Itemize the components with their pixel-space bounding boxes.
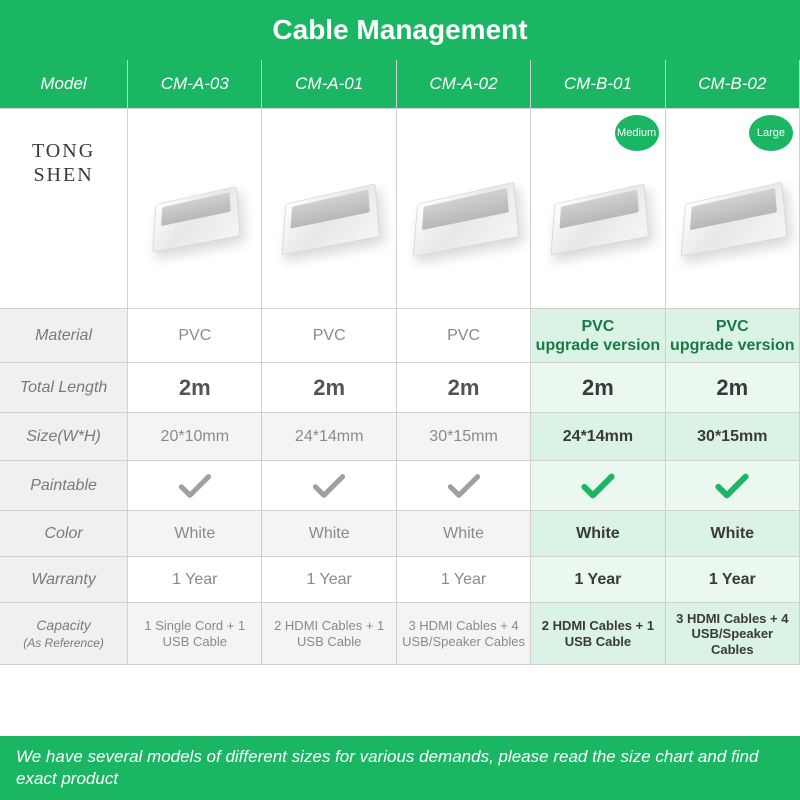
- size-1: 24*14mm: [262, 413, 396, 460]
- brand-line-1: TONG: [32, 139, 95, 163]
- length-2: 2m: [397, 363, 531, 412]
- header-col-1: CM-A-01: [262, 60, 396, 108]
- paintable-0: [128, 461, 262, 510]
- label-color: Color: [0, 511, 128, 556]
- header-row: Model CM-A-03 CM-A-01 CM-A-02 CM-B-01 CM…: [0, 60, 800, 109]
- length-4: 2m: [666, 363, 800, 412]
- label-length: Total Length: [0, 363, 128, 412]
- capacity-0: 1 Single Cord + 1 USB Cable: [128, 603, 262, 664]
- material-3: PVC upgrade version: [531, 309, 665, 362]
- color-4: White: [666, 511, 800, 556]
- header-col-0: CM-A-03: [128, 60, 262, 108]
- capacity-1: 2 HDMI Cables + 1 USB Cable: [262, 603, 396, 664]
- warranty-3: 1 Year: [531, 557, 665, 602]
- row-color: Color White White White White White: [0, 511, 800, 557]
- row-material: Material PVC PVC PVC PVC upgrade version…: [0, 309, 800, 363]
- warranty-0: 1 Year: [128, 557, 262, 602]
- header-col-4: CM-B-02: [666, 60, 800, 108]
- check-icon: [447, 472, 481, 500]
- color-1: White: [262, 511, 396, 556]
- comparison-infographic: Cable Management Model CM-A-03 CM-A-01 C…: [0, 0, 800, 800]
- product-image-2: [397, 109, 531, 308]
- page-title: Cable Management: [0, 0, 800, 60]
- check-icon: [581, 472, 615, 500]
- warranty-2: 1 Year: [397, 557, 531, 602]
- brand-line-2: SHEN: [33, 163, 93, 187]
- size-4: 30*15mm: [666, 413, 800, 460]
- capacity-2: 3 HDMI Cables + 4 USB/Speaker Cables: [397, 603, 531, 664]
- length-1: 2m: [262, 363, 396, 412]
- label-paintable: Paintable: [0, 461, 128, 510]
- cable-channel-icon: [681, 182, 788, 257]
- cable-channel-icon: [282, 183, 381, 255]
- warranty-4: 1 Year: [666, 557, 800, 602]
- material-2: PVC: [397, 309, 531, 362]
- size-badge-large: Large: [749, 115, 793, 151]
- product-image-4: Large: [666, 109, 800, 308]
- paintable-2: [397, 461, 531, 510]
- capacity-4: 3 HDMI Cables + 4 USB/Speaker Cables: [666, 603, 800, 664]
- product-image-1: [262, 109, 396, 308]
- footer-note: We have several models of different size…: [0, 736, 800, 800]
- label-capacity-l2: (As Reference): [23, 636, 104, 650]
- row-warranty: Warranty 1 Year 1 Year 1 Year 1 Year 1 Y…: [0, 557, 800, 603]
- check-icon: [178, 472, 212, 500]
- product-image-row: TONG SHEN Medium Large: [0, 109, 800, 309]
- material-0: PVC: [128, 309, 262, 362]
- row-length: Total Length 2m 2m 2m 2m 2m: [0, 363, 800, 413]
- row-paintable: Paintable: [0, 461, 800, 511]
- product-image-0: [128, 109, 262, 308]
- cable-channel-icon: [550, 183, 649, 255]
- length-0: 2m: [128, 363, 262, 412]
- capacity-3: 2 HDMI Cables + 1 USB Cable: [531, 603, 665, 664]
- length-3: 2m: [531, 363, 665, 412]
- header-model-label: Model: [0, 60, 128, 108]
- material-4: PVC upgrade version: [666, 309, 800, 362]
- cable-channel-icon: [412, 182, 519, 257]
- brand-cell: TONG SHEN: [0, 109, 128, 308]
- header-col-2: CM-A-02: [397, 60, 531, 108]
- color-3: White: [531, 511, 665, 556]
- paintable-1: [262, 461, 396, 510]
- paintable-3: [531, 461, 665, 510]
- row-size: Size(W*H) 20*10mm 24*14mm 30*15mm 24*14m…: [0, 413, 800, 461]
- label-capacity: Capacity (As Reference): [0, 603, 128, 664]
- size-2: 30*15mm: [397, 413, 531, 460]
- label-capacity-l1: Capacity: [36, 617, 90, 633]
- row-capacity: Capacity (As Reference) 1 Single Cord + …: [0, 603, 800, 665]
- color-0: White: [128, 511, 262, 556]
- material-1: PVC: [262, 309, 396, 362]
- label-warranty: Warranty: [0, 557, 128, 602]
- paintable-4: [666, 461, 800, 510]
- label-material: Material: [0, 309, 128, 362]
- color-2: White: [397, 511, 531, 556]
- size-3: 24*14mm: [531, 413, 665, 460]
- check-icon: [312, 472, 346, 500]
- size-0: 20*10mm: [128, 413, 262, 460]
- size-badge-medium: Medium: [615, 115, 659, 151]
- label-size: Size(W*H): [0, 413, 128, 460]
- check-icon: [715, 472, 749, 500]
- warranty-1: 1 Year: [262, 557, 396, 602]
- comparison-table: Model CM-A-03 CM-A-01 CM-A-02 CM-B-01 CM…: [0, 60, 800, 736]
- product-image-3: Medium: [531, 109, 665, 308]
- cable-channel-icon: [152, 186, 240, 253]
- header-col-3: CM-B-01: [531, 60, 665, 108]
